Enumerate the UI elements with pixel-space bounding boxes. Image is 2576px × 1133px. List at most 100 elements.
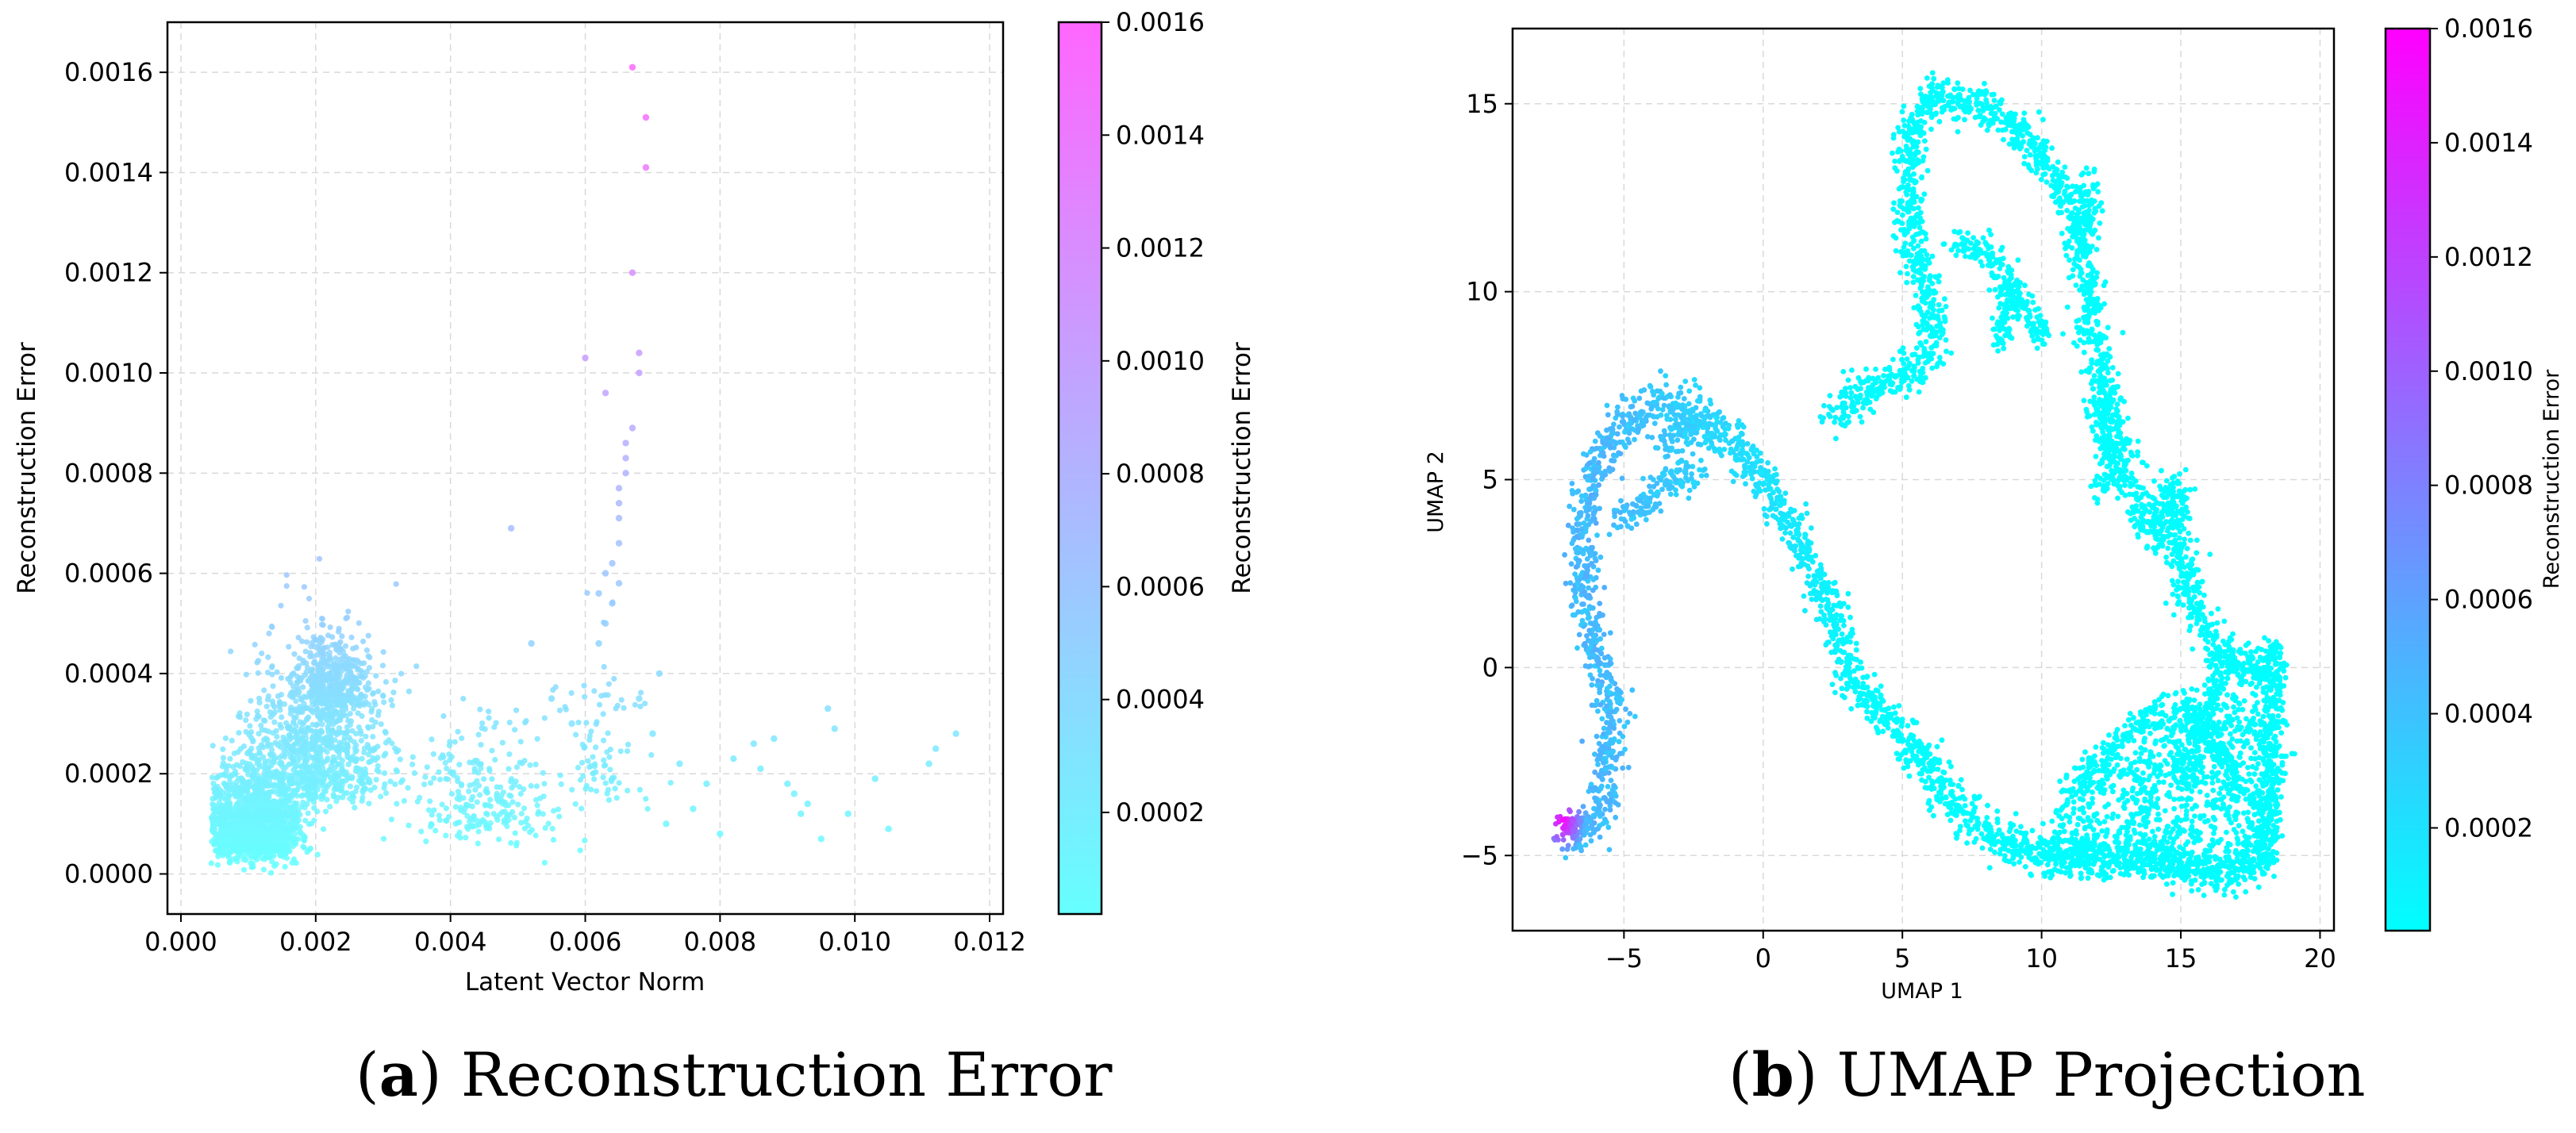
data-point bbox=[2081, 809, 2087, 816]
data-point bbox=[487, 820, 494, 826]
data-point bbox=[246, 810, 252, 816]
data-point bbox=[243, 671, 249, 678]
data-point bbox=[1617, 751, 1623, 757]
data-point bbox=[2152, 762, 2158, 768]
data-point bbox=[310, 777, 317, 784]
data-point bbox=[771, 735, 778, 743]
data-point bbox=[365, 744, 372, 751]
data-point bbox=[277, 843, 284, 849]
data-point bbox=[319, 676, 325, 682]
data-point bbox=[1588, 492, 1594, 498]
data-point bbox=[595, 590, 602, 597]
data-point bbox=[489, 776, 495, 782]
data-point bbox=[2271, 874, 2277, 879]
data-point bbox=[1585, 578, 1591, 584]
data-point bbox=[517, 739, 524, 745]
data-point bbox=[1582, 640, 1588, 647]
data-point bbox=[325, 632, 332, 639]
data-point bbox=[2183, 812, 2190, 818]
data-point bbox=[334, 674, 340, 680]
data-point bbox=[2158, 762, 2164, 769]
data-point bbox=[260, 807, 267, 813]
data-point bbox=[2129, 863, 2136, 869]
data-point bbox=[601, 663, 607, 670]
data-point bbox=[2146, 764, 2152, 770]
data-point bbox=[329, 642, 336, 648]
data-point bbox=[584, 590, 590, 597]
data-point bbox=[260, 812, 267, 819]
data-point bbox=[2272, 733, 2278, 739]
data-point bbox=[2115, 813, 2121, 820]
y-axis-label: Reconstruction Error bbox=[13, 342, 41, 594]
data-point bbox=[247, 835, 254, 841]
data-point bbox=[271, 783, 277, 789]
data-point bbox=[541, 781, 548, 787]
data-point bbox=[298, 725, 305, 732]
data-point bbox=[1601, 795, 1608, 801]
data-point bbox=[365, 751, 372, 758]
data-point bbox=[1596, 482, 1601, 488]
data-point bbox=[1596, 740, 1602, 747]
data-point bbox=[629, 269, 636, 276]
data-point bbox=[336, 645, 343, 651]
data-point bbox=[506, 766, 512, 772]
data-point bbox=[1658, 368, 1663, 374]
data-point bbox=[304, 746, 310, 753]
data-point bbox=[373, 673, 379, 679]
data-point bbox=[2178, 817, 2184, 824]
data-point bbox=[284, 855, 290, 862]
data-point bbox=[1598, 651, 1605, 657]
data-point bbox=[1597, 610, 1602, 616]
data-point bbox=[1589, 560, 1594, 566]
data-point bbox=[327, 740, 333, 747]
data-point bbox=[2117, 773, 2122, 778]
data-point bbox=[1655, 405, 1661, 412]
data-point bbox=[263, 841, 270, 847]
data-point bbox=[304, 639, 310, 645]
data-point bbox=[300, 799, 306, 806]
data-point bbox=[290, 747, 297, 753]
data-point bbox=[583, 720, 590, 726]
data-point bbox=[467, 823, 473, 829]
data-point bbox=[325, 730, 332, 736]
data-point bbox=[522, 720, 529, 726]
data-point bbox=[448, 791, 456, 797]
data-point bbox=[533, 761, 539, 768]
data-point bbox=[656, 670, 663, 678]
data-point bbox=[307, 845, 313, 851]
data-point bbox=[294, 673, 300, 680]
panel-reconstruction-error: 0.000 0.002 0.004 0.006 0.008 0.010 0.012 0.00… bbox=[13, 7, 1256, 997]
data-point bbox=[1620, 734, 1626, 739]
data-point bbox=[306, 782, 313, 789]
data-point bbox=[605, 730, 611, 736]
data-point bbox=[573, 732, 579, 738]
data-point bbox=[2210, 787, 2217, 793]
data-point bbox=[301, 774, 307, 780]
data-point bbox=[229, 737, 235, 744]
data-point bbox=[2220, 794, 2227, 800]
data-point bbox=[2183, 728, 2190, 733]
data-point bbox=[2222, 720, 2228, 726]
data-point bbox=[1584, 556, 1590, 562]
data-point bbox=[388, 816, 394, 823]
data-point bbox=[1582, 663, 1589, 669]
colorbar-ticks: 0.00020.00040.00060.00080.00100.00120.00… bbox=[1102, 7, 1205, 828]
x-tick-label: 0.008 bbox=[684, 927, 757, 957]
data-point bbox=[1667, 392, 1673, 398]
data-point bbox=[324, 693, 330, 700]
data-point bbox=[260, 744, 267, 751]
data-point bbox=[518, 820, 525, 826]
data-point bbox=[1663, 413, 1670, 418]
data-point bbox=[493, 720, 499, 726]
y-tick-label: 0.0014 bbox=[64, 157, 153, 187]
data-point bbox=[1592, 438, 1598, 444]
data-point bbox=[2233, 830, 2240, 836]
data-point bbox=[1573, 598, 1579, 605]
data-point bbox=[349, 657, 356, 663]
data-point bbox=[382, 781, 388, 787]
data-point bbox=[320, 826, 327, 832]
data-point bbox=[228, 773, 234, 779]
data-point bbox=[267, 714, 274, 720]
data-point bbox=[433, 828, 439, 834]
data-point bbox=[591, 688, 598, 694]
